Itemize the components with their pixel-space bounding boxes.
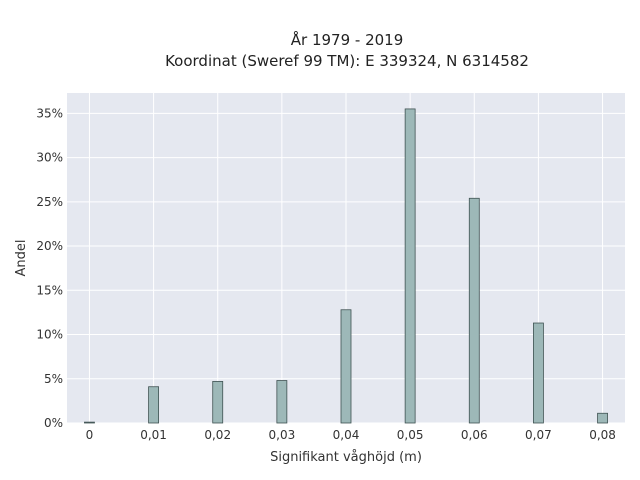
bar-0,08 [597, 412, 608, 424]
x-tick-label: 0,03 [269, 428, 296, 442]
x-tick-labels: 0 0,01 0,02 0,03 0,04 0,05 0,06 0,07 0,08 [86, 428, 616, 442]
x-tick-label: 0,07 [525, 428, 552, 442]
x-tick-label: 0,02 [204, 428, 231, 442]
y-tick-label: 35% [36, 106, 63, 120]
x-axis-label: Signifikant våghöjd (m) [270, 450, 422, 465]
y-tick-label: 20% [36, 239, 63, 253]
bar-0 [84, 421, 95, 424]
y-tick-label: 5% [44, 372, 63, 386]
bar-0,04 [340, 309, 352, 424]
x-tick-label: 0,06 [461, 428, 488, 442]
y-tick-label: 0% [44, 416, 63, 430]
x-tick-label: 0,08 [589, 428, 616, 442]
bar-0,06 [468, 197, 480, 424]
y-tick-label: 30% [36, 151, 63, 165]
x-tick-label: 0,04 [333, 428, 360, 442]
y-tick-label: 10% [36, 328, 63, 342]
bar-0,05 [404, 108, 416, 424]
bar-0,02 [212, 381, 224, 424]
x-tick-label: 0 [86, 428, 94, 442]
y-tick-label: 15% [36, 283, 63, 297]
chart-title-line-2: Koordinat (Sweref 99 TM): E 339324, N 63… [165, 52, 529, 70]
bar-0,01 [148, 386, 159, 424]
y-axis-label: Andel [14, 240, 29, 277]
bar-0,03 [276, 380, 288, 424]
y-tick-label: 25% [36, 195, 63, 209]
bars [84, 108, 608, 424]
y-tick-labels: 0% 5% 10% 15% 20% 25% 30% 35% [36, 106, 63, 430]
x-tick-label: 0,05 [397, 428, 424, 442]
chart-title-line-1: År 1979 - 2019 [291, 30, 404, 49]
bar-0,07 [533, 322, 544, 424]
x-tick-label: 0,01 [140, 428, 167, 442]
